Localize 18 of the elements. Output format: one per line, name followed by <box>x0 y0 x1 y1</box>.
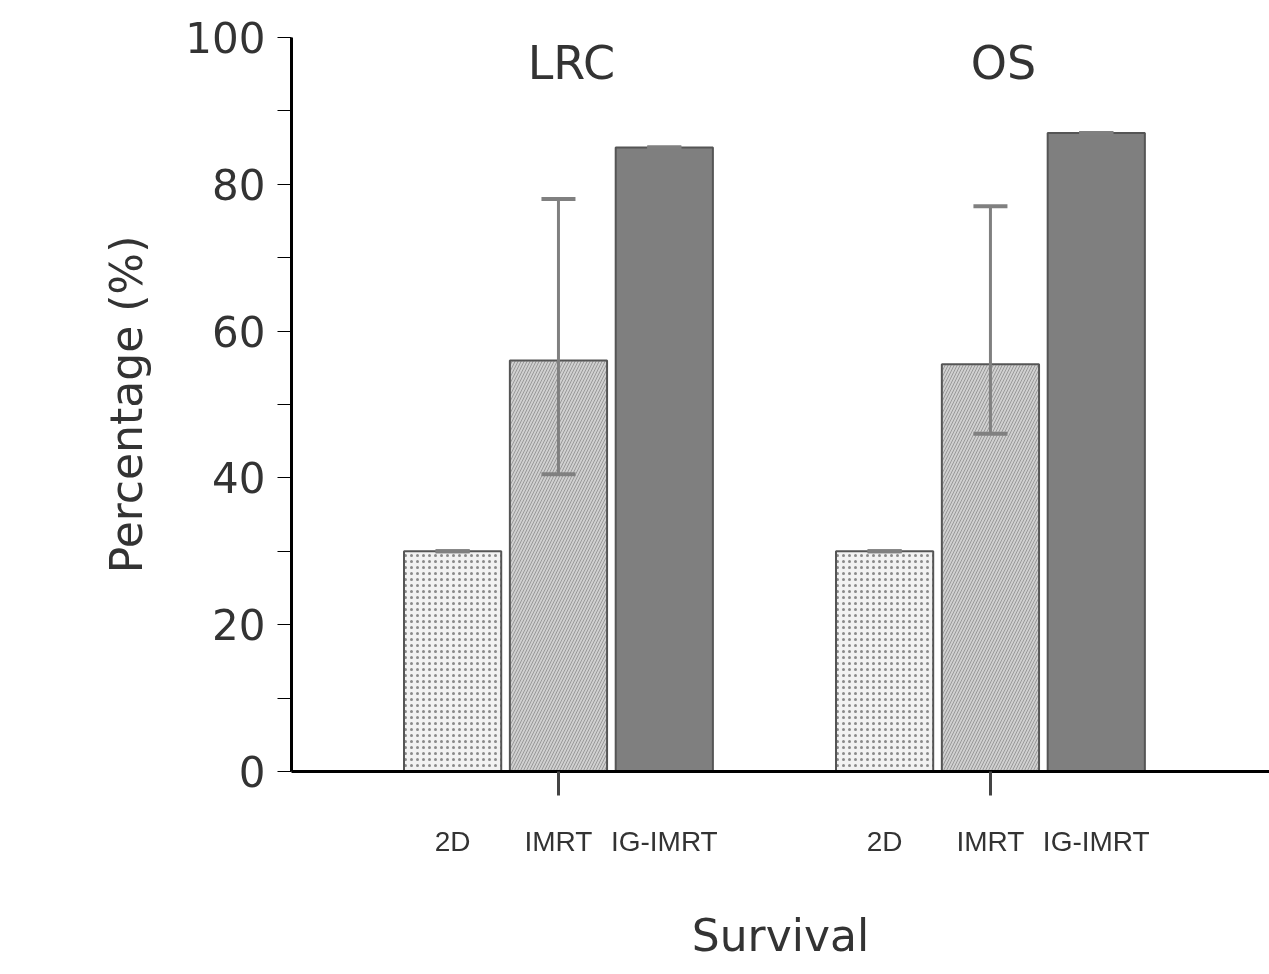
series-label: 2D <box>434 825 471 857</box>
y-tick-label: 80 <box>212 160 266 210</box>
series-label: IG-IMRT <box>610 825 718 857</box>
x-tick-label: LRC <box>527 36 616 91</box>
x-axis-title: Survival <box>691 909 870 961</box>
y-tick-label: 20 <box>212 601 266 651</box>
y-tick-label: 0 <box>238 748 266 797</box>
text: IG-IMRT <box>1042 825 1150 857</box>
bar <box>1046 131 1146 772</box>
x-tick-label: OS <box>970 36 1037 91</box>
y-axis-title: Percentage (%) <box>101 235 153 574</box>
y-tick-label: 60 <box>212 307 266 357</box>
series-label: IMRT <box>524 825 593 857</box>
y-tick-label: 40 <box>212 454 266 504</box>
bar <box>614 146 714 772</box>
text: IMRT <box>956 825 1025 857</box>
text: 2D <box>866 825 903 857</box>
y-tick-label: 100 <box>185 14 266 63</box>
